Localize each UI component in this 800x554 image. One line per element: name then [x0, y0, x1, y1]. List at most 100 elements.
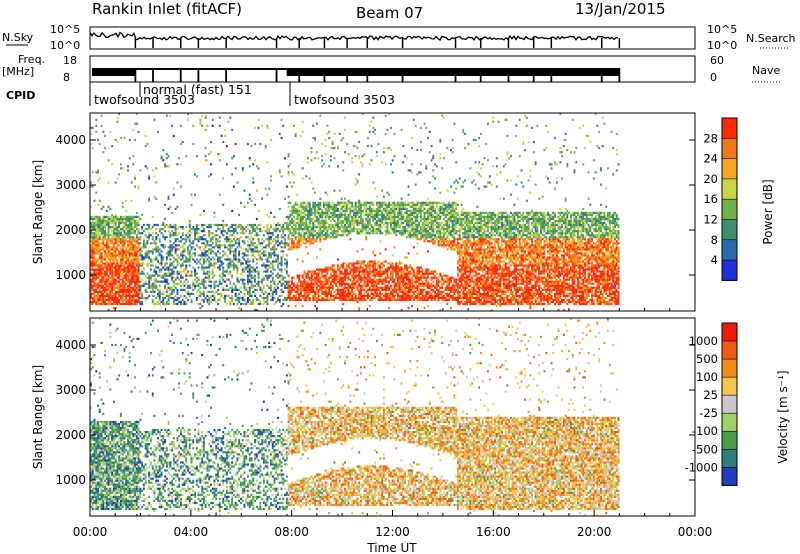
range-gate-cell [241, 232, 244, 235]
range-gate-cell [273, 230, 276, 233]
range-gate-cell [361, 226, 364, 229]
range-gate-cell [333, 132, 336, 135]
range-gate-cell [157, 266, 159, 269]
range-gate-cell [90, 254, 92, 257]
range-gate-cell [296, 288, 299, 291]
range-gate-cell [169, 292, 172, 295]
range-gate-cell [162, 221, 165, 225]
range-gate-cell [370, 290, 373, 293]
range-gate-cell [93, 234, 96, 237]
range-gate-cell [351, 282, 354, 285]
range-gate-cell [273, 260, 276, 263]
range-gate-cell [91, 266, 94, 269]
range-gate-cell [379, 205, 382, 208]
range-gate-cell [308, 203, 311, 206]
range-gate-cell [93, 232, 96, 235]
range-gate-cell [135, 228, 138, 231]
range-gate-cell [395, 268, 398, 271]
range-gate-cell [243, 292, 246, 295]
range-gate-cell [356, 278, 359, 281]
range-gate-cell [120, 167, 122, 170]
range-gate-cell [195, 262, 198, 265]
range-gate-cell [201, 304, 204, 308]
range-gate-cell [153, 294, 156, 297]
range-gate-cell [358, 266, 361, 269]
range-gate-cell [130, 236, 133, 239]
cpid-segment-1: twofsound 3503 [94, 92, 195, 107]
range-gate-cell [351, 215, 354, 218]
range-gate-cell [107, 242, 110, 245]
range-gate-cell [261, 124, 264, 127]
range-gate-cell [213, 282, 216, 285]
range-gate-cell [121, 290, 124, 293]
range-gate-cell [314, 226, 316, 229]
range-gate-cell [111, 276, 114, 279]
range-gate-cell [268, 252, 271, 255]
range-gate-cell [148, 197, 151, 200]
range-gate-cell [287, 234, 290, 237]
range-gate-cell [379, 272, 382, 275]
range-gate-cell [305, 298, 308, 302]
range-gate-cell [354, 207, 357, 210]
range-gate-cell [324, 191, 327, 194]
range-gate-cell [150, 242, 152, 245]
range-gate-cell [386, 211, 389, 214]
range-gate-cell [252, 268, 255, 271]
range-gate-cell [352, 145, 355, 148]
range-gate-cell [289, 248, 292, 251]
range-gate-cell [222, 230, 225, 233]
range-gate-cell [349, 268, 352, 271]
range-gate-cell [328, 205, 331, 208]
range-gate-cell [137, 254, 140, 257]
range-gate-cell [271, 268, 274, 271]
range-gate-cell [181, 276, 184, 279]
range-gate-cell [391, 264, 394, 267]
range-gate-cell [234, 266, 237, 269]
range-gate-cell [127, 276, 129, 279]
range-gate-cell [379, 294, 382, 297]
range-gate-cell [225, 294, 228, 297]
range-gate-cell [405, 213, 408, 216]
range-gate-cell [358, 232, 361, 235]
range-gate-cell [91, 284, 94, 287]
range-gate-cell [241, 226, 244, 229]
range-gate-cell [317, 203, 320, 206]
range-gate-cell [370, 207, 373, 210]
range-gate-cell [199, 292, 202, 295]
range-gate-cell [125, 246, 128, 249]
range-gate-cell [266, 276, 269, 279]
range-gate-cell [349, 286, 352, 289]
range-gate-cell [268, 232, 271, 235]
range-gate-cell [123, 276, 126, 279]
range-gate-cell [123, 294, 126, 297]
range-gate-cell [148, 256, 151, 259]
range-gate-cell [229, 260, 232, 263]
range-gate-cell [349, 296, 352, 300]
range-gate-cell [254, 292, 256, 295]
range-gate-cell [277, 272, 279, 275]
range-gate-cell [292, 203, 295, 206]
range-gate-cell [335, 205, 338, 208]
range-gate-cell [326, 294, 329, 297]
range-gate-cell [155, 280, 158, 283]
range-gate-cell [356, 288, 359, 291]
range-gate-cell [402, 221, 405, 225]
range-gate-cell [127, 300, 129, 304]
range-gate-cell [361, 288, 364, 291]
range-gate-cell [208, 244, 211, 247]
range-gate-cell [390, 290, 392, 293]
range-gate-cell [243, 268, 246, 271]
range-gate-cell [100, 264, 103, 267]
range-gate-cell [405, 215, 408, 218]
range-gate-cell [379, 252, 382, 255]
range-gate-cell [224, 300, 226, 304]
range-gate-cell [139, 280, 142, 283]
range-gate-cell [405, 274, 408, 277]
range-gate-cell [340, 221, 343, 225]
range-gate-cell [153, 270, 156, 273]
range-gate-cell [307, 232, 309, 235]
range-gate-cell [285, 223, 288, 227]
range-gate-cell [321, 284, 324, 287]
range-gate-cell [382, 282, 385, 285]
range-gate-cell [190, 292, 193, 295]
